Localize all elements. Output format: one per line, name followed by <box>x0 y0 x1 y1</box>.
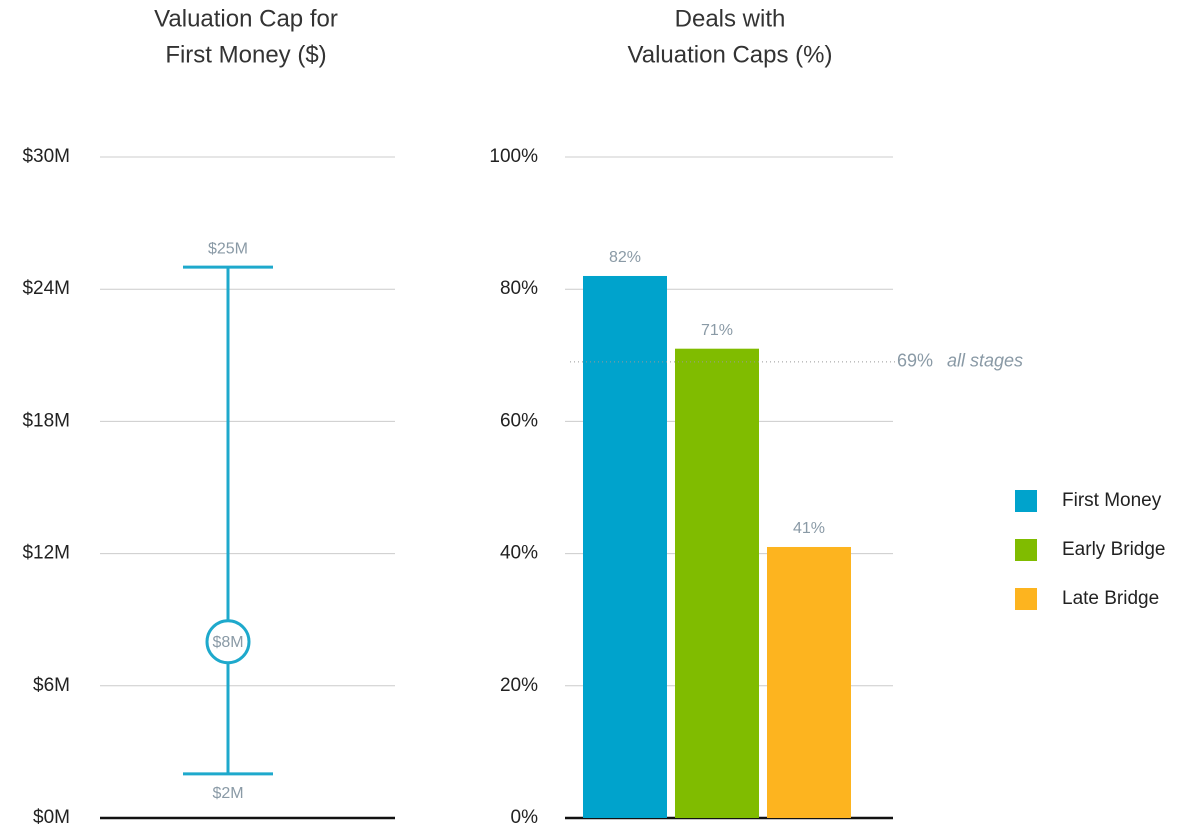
y-tick-label: $30M <box>22 146 70 167</box>
legend-label: First Money <box>1062 490 1162 511</box>
value-label: $8M <box>212 634 243 651</box>
value-label: 41% <box>793 520 825 537</box>
chart-title: First Money ($) <box>165 41 326 68</box>
legend-label: Late Bridge <box>1062 588 1159 609</box>
y-tick-label: $18M <box>22 410 70 431</box>
y-tick-label: $12M <box>22 543 70 564</box>
legend-swatch <box>1015 539 1037 561</box>
chart-title: Valuation Cap for <box>154 5 338 32</box>
bar <box>675 348 759 818</box>
y-tick-label: 0% <box>511 807 539 828</box>
bar <box>583 275 667 819</box>
value-label: $2M <box>212 785 243 802</box>
chart-title: Valuation Caps (%) <box>628 41 833 68</box>
y-tick-label: 40% <box>500 543 538 564</box>
legend-swatch <box>1015 588 1037 610</box>
y-tick-label: 80% <box>500 278 538 299</box>
value-label: 82% <box>609 249 641 266</box>
chart-title: Deals with <box>675 5 786 32</box>
y-tick-label: 20% <box>500 675 538 696</box>
legend-label: Early Bridge <box>1062 539 1166 560</box>
legend-swatch <box>1015 490 1037 512</box>
y-tick-label: 60% <box>500 410 538 431</box>
value-label: $25M <box>208 240 248 257</box>
y-tick-label: $0M <box>33 807 70 828</box>
y-tick-label: 100% <box>489 146 538 167</box>
median-marker <box>205 619 251 665</box>
reference-text: all stages <box>947 351 1023 371</box>
value-label: 71% <box>701 322 733 339</box>
bar <box>767 546 851 818</box>
reference-label: 69% <box>897 351 933 371</box>
y-tick-label: $6M <box>33 675 70 696</box>
y-tick-label: $24M <box>22 278 70 299</box>
